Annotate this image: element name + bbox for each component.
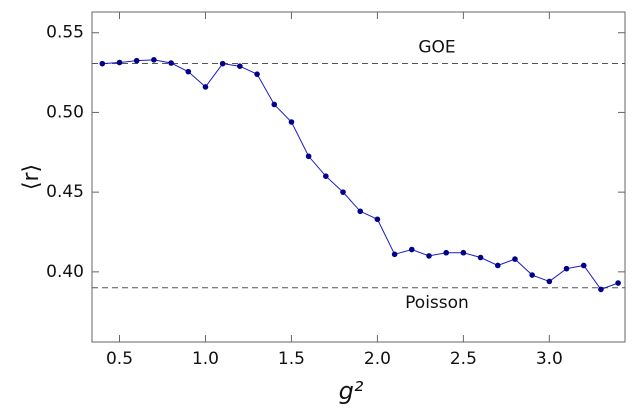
y-axis-label: ⟨r⟩ xyxy=(19,164,44,190)
plot-frame xyxy=(91,11,626,343)
data-point xyxy=(460,249,467,256)
data-point xyxy=(615,280,621,286)
data-point xyxy=(529,272,535,278)
data-point xyxy=(494,262,501,269)
x-tick-label: 2.5 xyxy=(450,349,477,369)
y-tick-label: 0.45 xyxy=(46,182,84,202)
x-tick-label: 3.0 xyxy=(536,349,563,369)
data-point xyxy=(580,262,587,269)
data-point xyxy=(546,278,553,285)
x-tick-label: 1.0 xyxy=(192,349,219,369)
reference-label: Poisson xyxy=(405,293,469,313)
data-point xyxy=(409,246,415,253)
data-point xyxy=(168,60,174,66)
data-point xyxy=(340,189,346,195)
data-point xyxy=(305,153,312,160)
y-tick-label: 0.40 xyxy=(46,262,84,282)
series-line xyxy=(102,59,619,290)
reference-label: GOE xyxy=(418,37,455,57)
data-point xyxy=(323,173,329,180)
data-point xyxy=(185,68,192,75)
x-tick-label: 0.5 xyxy=(106,349,133,369)
x-tick-label: 1.5 xyxy=(278,349,305,369)
x-axis-label: g² xyxy=(339,377,364,405)
data-point xyxy=(426,253,432,259)
data-point xyxy=(151,57,157,63)
data-point xyxy=(598,286,604,293)
data-point xyxy=(116,59,123,66)
data-point xyxy=(254,71,260,77)
data-point xyxy=(512,256,518,262)
y-tick-label: 0.50 xyxy=(46,102,84,122)
data-point xyxy=(202,84,209,90)
data-point xyxy=(237,63,243,70)
data-point xyxy=(374,216,381,223)
data-point xyxy=(219,60,226,67)
y-tick-label: 0.55 xyxy=(46,23,84,43)
data-point xyxy=(443,249,449,256)
data-point xyxy=(391,251,398,258)
data-point xyxy=(357,208,364,215)
data-point xyxy=(99,60,106,67)
data-point xyxy=(271,101,278,108)
data-point xyxy=(133,57,140,64)
data-point xyxy=(563,265,570,272)
data-point xyxy=(477,254,484,261)
x-tick-label: 2.0 xyxy=(364,349,391,369)
data-point xyxy=(288,119,295,125)
